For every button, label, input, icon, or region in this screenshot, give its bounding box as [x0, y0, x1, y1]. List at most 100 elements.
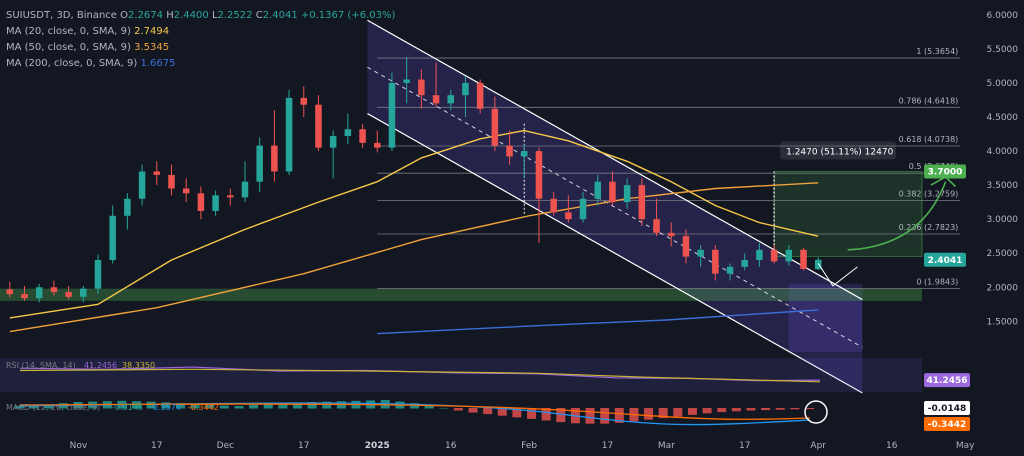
projection-curve [847, 181, 947, 251]
y-tick-2: 5.0000 [987, 79, 1019, 89]
ma20-legend[interactable]: MA (20, close, 0, SMA, 9) 2.7494 [6, 26, 170, 37]
x-tick-0: Nov [70, 441, 88, 451]
candle-body-25 [374, 142, 381, 148]
x-tick-5: 16 [445, 441, 457, 451]
close-value: 2.4041 [262, 10, 298, 21]
candle-body-13 [197, 193, 205, 211]
price-tag-1: 2.4041 [928, 256, 963, 266]
rsi-panel [0, 358, 922, 392]
candle-body-38 [565, 212, 572, 220]
y-tick-3: 4.5000 [987, 113, 1019, 123]
candle-body-39 [579, 198, 587, 220]
candle-body-54 [800, 249, 807, 269]
x-tick-10: Apr [810, 441, 826, 451]
macd-bar-15 [234, 406, 244, 409]
ma-line-0 [9, 129, 819, 319]
candle-body-36 [535, 151, 543, 199]
x-tick-8: Mar [658, 441, 675, 451]
macd-bar-28 [424, 405, 434, 409]
macd-bar-34 [512, 408, 522, 418]
candle-body-8 [124, 198, 131, 216]
macd-bar-31 [468, 408, 478, 413]
macd-bar-30 [453, 408, 463, 411]
candle-body-26 [388, 82, 396, 148]
macd-cross-highlight [804, 400, 828, 424]
channel-lower [367, 113, 863, 394]
macd-bar-53 [790, 408, 800, 410]
x-tick-1: 17 [151, 441, 162, 451]
macd-bar-10 [161, 402, 171, 409]
macd-bar-9 [146, 401, 156, 409]
rsi-value: 41.2456 [84, 361, 117, 370]
candle-body-44 [653, 219, 660, 233]
ma-line-1 [9, 182, 819, 333]
chart-legend: SUIUSDT, 3D, Binance O2.2674 H2.4400 L2.… [6, 8, 395, 72]
target-box [773, 170, 923, 257]
candle-body-48 [712, 249, 719, 274]
change-value: +0.1367 (+6.03%) [300, 10, 396, 21]
macd-bar-32 [483, 408, 493, 415]
macd-bar-50 [746, 408, 756, 411]
x-tick-7: 17 [602, 441, 613, 451]
candle-body-23 [344, 129, 352, 137]
candle-body-10 [153, 171, 161, 175]
candle-body-7 [109, 215, 116, 261]
macd-signal-line [19, 403, 811, 420]
candle-body-30 [447, 95, 455, 104]
fib-label-4: 0.382 (3.2759) [899, 189, 959, 198]
candle-body-27 [403, 79, 410, 83]
macd-bar-13 [205, 404, 215, 409]
ma200-legend[interactable]: MA (200, close, 0, SMA, 9) 1.6675 [6, 58, 176, 69]
y-tick-1: 5.5000 [987, 45, 1019, 55]
candle-body-55 [814, 259, 822, 270]
measure-label: 1.2470 (51.11%) 12470 [786, 147, 893, 157]
y-tick-9: 1.5000 [987, 317, 1019, 327]
x-tick-4: 2025 [365, 441, 390, 451]
y-tick-0: 6.0000 [987, 11, 1019, 21]
macd-bar-2 [44, 404, 54, 409]
macd-bar-16 [249, 404, 259, 409]
ma50-legend[interactable]: MA (50, close, 0, SMA, 9) 3.5345 [6, 42, 170, 53]
candle-body-22 [329, 136, 337, 148]
ma200-value: 1.6675 [140, 58, 176, 69]
candle-body-5 [80, 288, 87, 297]
candle-body-31 [462, 82, 469, 96]
fib-label-5: 0.236 (2.7823) [899, 223, 959, 232]
candle-body-9 [138, 171, 146, 199]
y-tick-4: 4.0000 [987, 147, 1019, 157]
ma20-value: 2.7494 [134, 26, 170, 37]
candle-body-28 [418, 79, 425, 96]
x-tick-3: 17 [298, 441, 309, 451]
candle-body-18 [271, 145, 278, 172]
candle-body-0 [6, 289, 14, 295]
bounce-arrow [817, 263, 858, 287]
macd-bar-40 [600, 408, 610, 424]
macd-value-1: -0.0148 [112, 403, 143, 412]
macd-bar-36 [541, 408, 551, 421]
fib-label-6: 0 (1.9843) [916, 277, 958, 286]
candle-body-32 [476, 82, 484, 109]
macd-bar-35 [527, 408, 537, 419]
candle-body-4 [65, 292, 72, 297]
macd-tag-1: -0.3442 [928, 420, 966, 430]
candle-body-42 [623, 185, 631, 203]
candle-body-6 [94, 260, 102, 289]
channel-mid [367, 66, 863, 348]
y-tick-5: 3.5000 [987, 181, 1019, 191]
ma50-value: 3.5345 [134, 42, 170, 53]
low-value: 2.2522 [217, 10, 253, 21]
y-tick-8: 2.0000 [987, 283, 1019, 293]
candle-body-3 [50, 287, 58, 293]
x-tick-11: 16 [886, 441, 898, 451]
x-tick-9: 17 [739, 441, 750, 451]
macd-bar-29 [439, 408, 449, 409]
macd-bar-33 [497, 408, 507, 416]
candle-body-11 [168, 174, 175, 189]
candle-body-1 [21, 294, 28, 299]
open-value: 2.2674 [128, 10, 164, 21]
macd-bar-54 [805, 408, 814, 410]
candle-body-51 [756, 249, 763, 261]
candle-body-37 [550, 198, 557, 213]
x-tick-2: Dec [217, 441, 234, 451]
